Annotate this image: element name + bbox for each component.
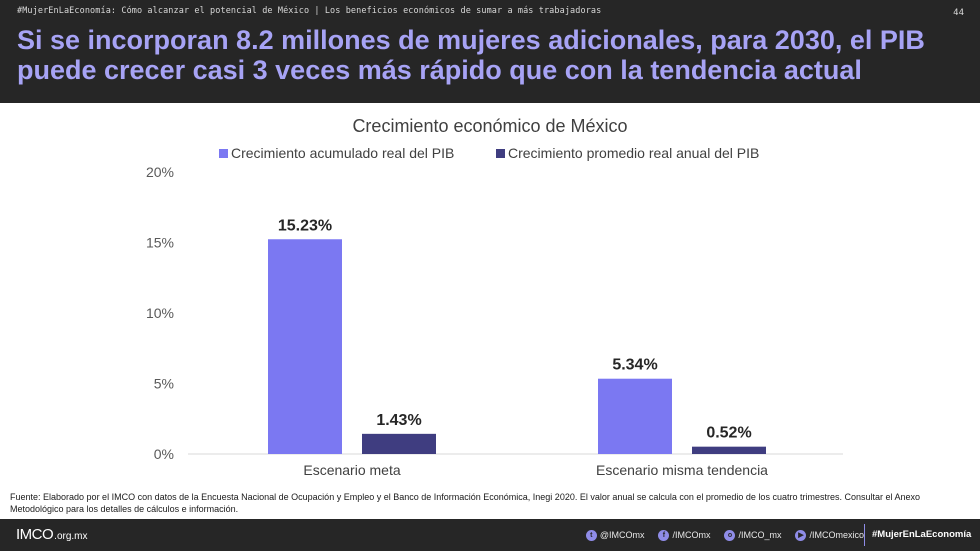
y-tick-label: 20%	[146, 164, 174, 180]
logo-suffix: .org.mx	[54, 531, 88, 542]
breadcrumb: #MujerEnLaEconomía: Cómo alcanzar el pot…	[17, 6, 602, 16]
page-number: 44	[953, 8, 964, 18]
legend-label: Crecimiento acumulado real del PIB	[231, 145, 454, 161]
y-tick-label: 5%	[154, 376, 174, 392]
social-handle: /IMCOmx	[672, 530, 711, 540]
legend-label: Crecimiento promedio real anual del PIB	[508, 145, 759, 161]
social-instagram[interactable]: o /IMCO_mx	[724, 529, 782, 541]
instagram-icon: o	[724, 529, 736, 541]
legend-swatch	[219, 149, 228, 158]
bar-cumulative	[598, 378, 672, 454]
header-bar: #MujerEnLaEconomía: Cómo alcanzar el pot…	[0, 0, 980, 103]
data-label: 1.43%	[376, 412, 421, 429]
imco-logo[interactable]: IMCO .org.mx	[16, 526, 88, 544]
social-twitter[interactable]: t @IMCOmx	[585, 529, 645, 541]
social-handle: /IMCOmexico	[809, 530, 864, 540]
y-tick-label: 15%	[146, 235, 174, 251]
hashtag: #MujerEnLaEconomía	[872, 529, 972, 540]
bar-cumulative	[268, 239, 342, 454]
footer-divider	[864, 524, 865, 546]
social-youtube[interactable]: ▶ /IMCOmexico	[795, 529, 864, 541]
chart-legend: Crecimiento acumulado real del PIB Crecim…	[219, 145, 759, 161]
footer-bar: IMCO .org.mx t @IMCOmx f /IMCOmx o /IMCO…	[0, 519, 980, 551]
chart-title: Crecimiento económico de México	[352, 116, 627, 136]
bar-annual	[692, 446, 766, 454]
bar-annual	[362, 433, 436, 454]
x-tick-label: Escenario misma tendencia	[596, 462, 768, 478]
social-links: t @IMCOmx f /IMCOmx o /IMCO_mx ▶ /IMCOme…	[585, 519, 864, 551]
data-label: 5.34%	[612, 357, 657, 374]
source-note: Fuente: Elaborado por el IMCO con datos …	[10, 492, 921, 514]
logo-text: IMCO	[16, 526, 54, 543]
y-tick-label: 0%	[154, 446, 174, 462]
legend-swatch	[496, 149, 505, 158]
bars-group: 15.23% 1.43% 5.34% 0.52%	[268, 217, 766, 454]
y-tick-label: 10%	[146, 305, 174, 321]
bar-chart: Crecimiento económico de México Crecimie…	[146, 116, 843, 478]
y-axis: 0% 5% 10% 15% 20%	[146, 164, 174, 462]
x-axis: Escenario meta Escenario misma tendencia	[303, 462, 768, 478]
twitter-icon: t	[585, 529, 597, 541]
facebook-icon: f	[658, 529, 670, 541]
social-handle: @IMCOmx	[599, 530, 645, 540]
data-label: 0.52%	[706, 425, 751, 442]
x-tick-label: Escenario meta	[303, 462, 400, 478]
data-label: 15.23%	[278, 217, 332, 234]
youtube-icon: ▶	[795, 529, 807, 541]
slide-title: Si se incorporan 8.2 millones de mujeres…	[17, 25, 925, 85]
social-handle: /IMCO_mx	[738, 530, 782, 540]
social-facebook[interactable]: f /IMCOmx	[658, 529, 711, 541]
